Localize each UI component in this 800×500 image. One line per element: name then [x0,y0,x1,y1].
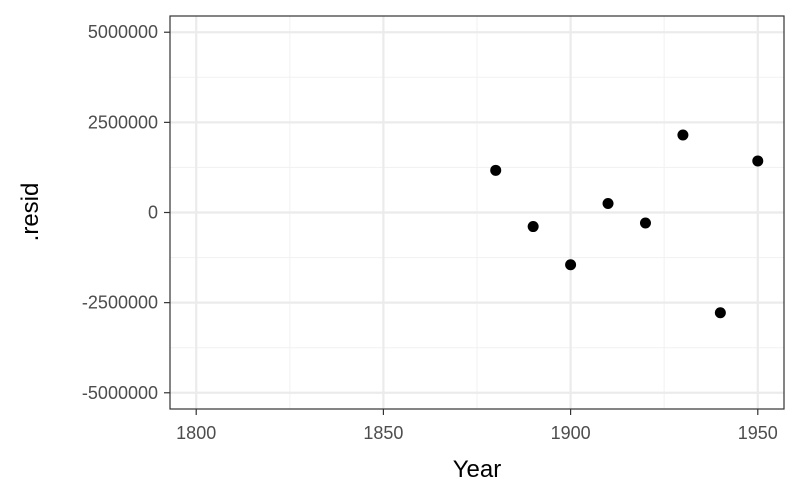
x-tick-label: 1850 [363,423,403,443]
major-gridlines [170,16,784,409]
data-point [677,129,689,141]
y-tick-label: 0 [148,203,158,223]
data-point [490,164,502,176]
y-tick-label: 2500000 [88,112,158,132]
data-point [602,197,614,209]
data-point [639,217,651,229]
data-point [714,307,726,319]
y-tick-label: 5000000 [88,22,158,42]
y-axis-title: .resid [17,183,44,242]
x-tick-label: 1900 [551,423,591,443]
x-axis: 1800 1850 1900 1950 [176,409,778,443]
y-tick-label: -5000000 [82,383,158,403]
y-tick-label: -2500000 [82,293,158,313]
data-point [565,259,577,271]
y-axis: 5000000 2500000 0 -2500000 -5000000 [82,22,170,403]
x-tick-label: 1800 [176,423,216,443]
x-axis-title: Year [453,456,502,483]
data-points [490,129,764,319]
data-point [527,221,539,233]
data-point [752,155,764,167]
x-tick-label: 1950 [738,423,778,443]
